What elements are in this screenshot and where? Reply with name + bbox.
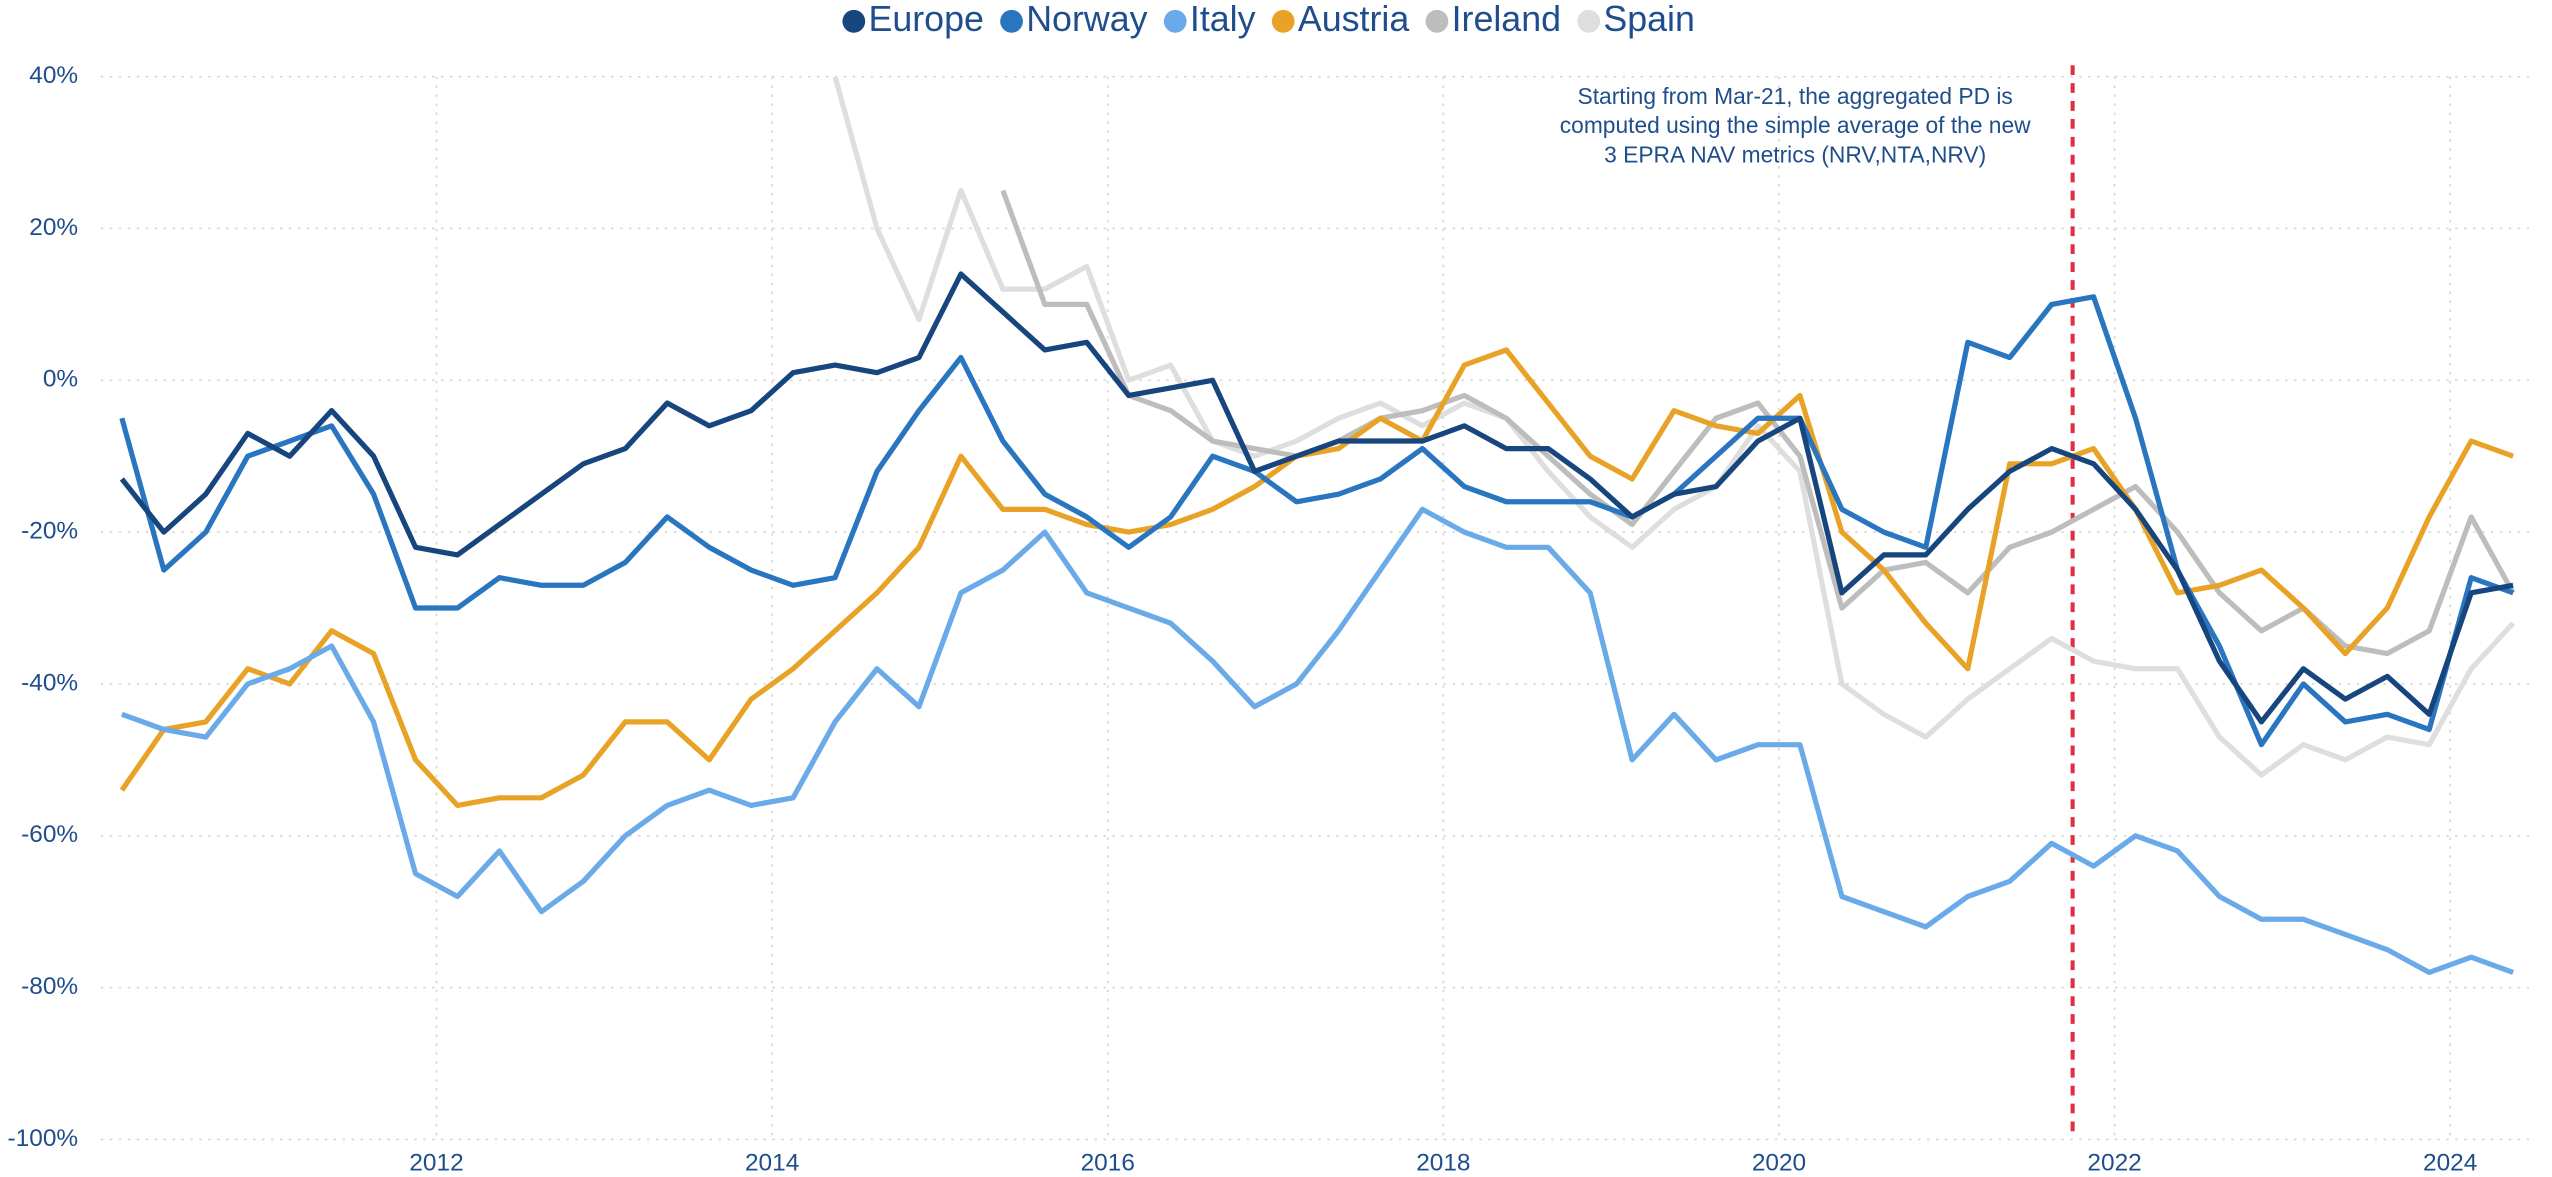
legend-label: Italy [1190,0,1256,39]
series-line [121,506,2515,976]
x-tick-label: 2018 [1416,1149,1470,1176]
series-line [832,76,2516,778]
legend-label: Norway [1026,0,1147,39]
legend-label: Ireland [1452,0,1561,39]
annotation-text: 3 EPRA NAV metrics (NRV,NTA,NRV) [1604,141,1986,167]
legend-marker [842,9,866,33]
x-tick-label: 2016 [1081,1149,1135,1176]
legend-marker [1425,9,1449,33]
legend-marker [1163,9,1187,33]
x-tick-label: 2014 [745,1149,799,1176]
y-tick-label: -100% [8,1125,79,1152]
legend: Europe Norway Italy Austria Ireland Spain [842,0,1695,39]
legend-label: Spain [1603,0,1695,39]
y-tick-label: 20% [29,214,78,241]
annotation-text: computed using the simple average of the… [1560,112,2031,138]
y-tick-label: -60% [21,821,78,848]
x-tick-label: 2022 [2087,1149,2141,1176]
legend-label: Austria [1298,0,1410,39]
y-tick-label: -80% [21,973,78,1000]
legend-label: Europe [868,0,983,39]
series-line [119,294,2515,748]
legend-marker [1577,9,1601,33]
annotation-text: Starting from Mar-21, the aggregated PD … [1578,83,2013,109]
y-tick-label: -40% [21,669,78,696]
x-tick-label: 2024 [2423,1149,2477,1176]
y-tick-label: 0% [43,366,78,393]
series-line [119,271,2514,725]
series-line [1000,189,2516,657]
x-tick-label: 2020 [1752,1149,1806,1176]
y-tick-label: 40% [29,62,78,89]
y-tick-label: -20% [21,518,78,545]
legend-marker [1000,9,1023,33]
legend-marker [1271,9,1295,33]
x-tick-label: 2012 [409,1149,463,1176]
series-line [119,347,2515,809]
